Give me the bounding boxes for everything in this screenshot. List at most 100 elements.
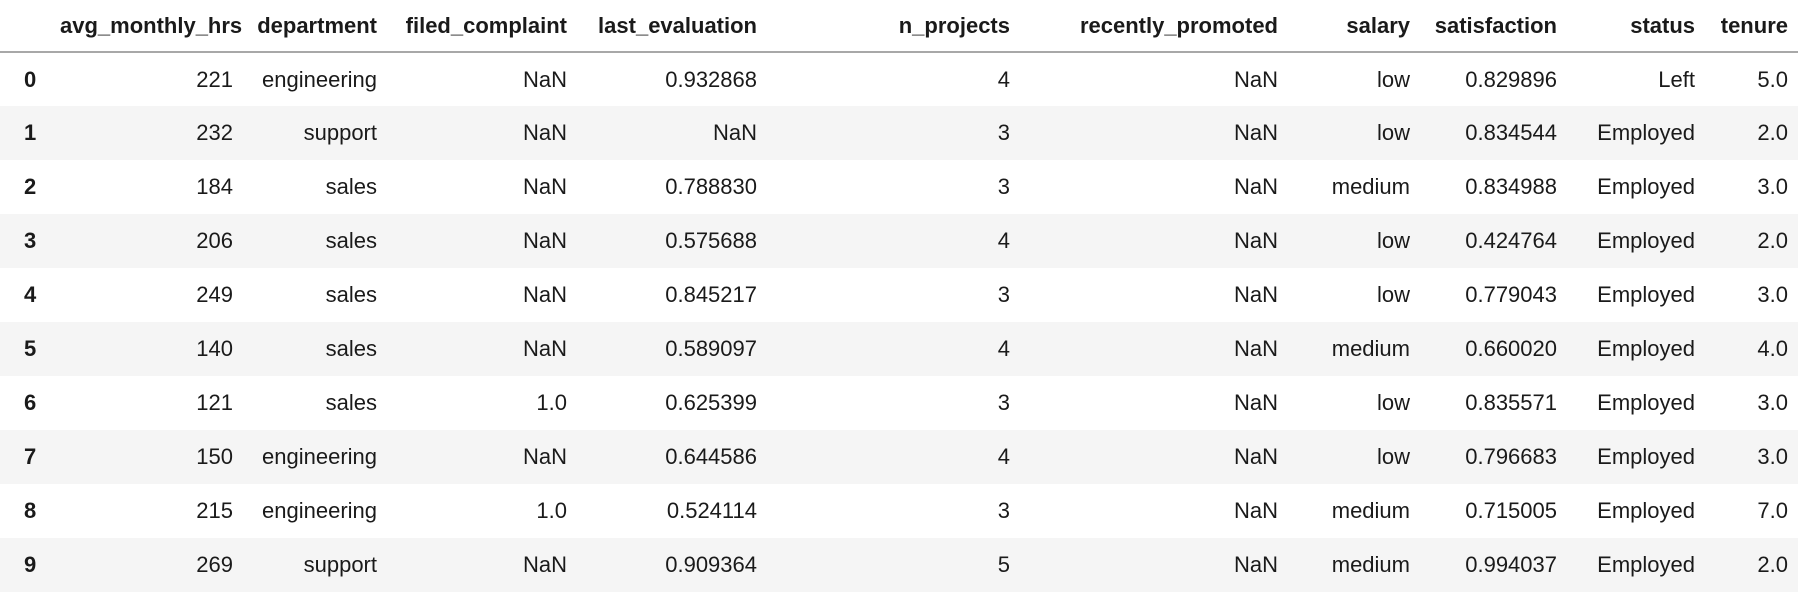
row-index: 9 — [24, 552, 37, 577]
cell-recently_promoted: NaN — [1233, 120, 1278, 145]
cell-n_projects: 3 — [997, 498, 1010, 523]
cell-n_projects: 4 — [997, 228, 1010, 253]
cell-avg_monthly_hrs: 249 — [196, 282, 233, 307]
cell-salary: low — [1376, 390, 1410, 415]
row-index: 2 — [24, 174, 37, 199]
cell-tenure: 3.0 — [1757, 282, 1788, 307]
cell-salary: medium — [1331, 552, 1410, 577]
cell-tenure: 7.0 — [1757, 498, 1788, 523]
column-header-satisfaction: satisfaction — [1410, 0, 1557, 53]
row-index: 8 — [24, 498, 37, 523]
cell-n_projects: 3 — [997, 390, 1010, 415]
header-row: avg_monthly_hrs department filed_complai… — [0, 0, 1798, 53]
cell-filed_complaint: NaN — [522, 552, 567, 577]
cell-satisfaction: 0.834988 — [1465, 174, 1557, 199]
cell-avg_monthly_hrs: 232 — [196, 120, 233, 145]
row-index: 3 — [24, 228, 37, 253]
cell-filed_complaint: 1.0 — [536, 390, 567, 415]
cell-filed_complaint: NaN — [522, 336, 567, 361]
cell-n_projects: 4 — [997, 336, 1010, 361]
cell-recently_promoted: NaN — [1233, 552, 1278, 577]
cell-filed_complaint: 1.0 — [536, 498, 567, 523]
cell-salary: low — [1376, 444, 1410, 469]
cell-recently_promoted: NaN — [1233, 390, 1278, 415]
cell-avg_monthly_hrs: 221 — [196, 66, 233, 92]
cell-recently_promoted: NaN — [1233, 498, 1278, 523]
cell-filed_complaint: NaN — [522, 444, 567, 469]
cell-avg_monthly_hrs: 121 — [196, 390, 233, 415]
row-index: 4 — [24, 282, 37, 307]
cell-tenure: 4.0 — [1757, 336, 1788, 361]
cell-salary: low — [1376, 120, 1410, 145]
table-row: 8 215 engineering 1.0 0.524114 3 NaN medium 0.71… — [0, 484, 1798, 538]
cell-avg_monthly_hrs: 206 — [196, 228, 233, 253]
cell-salary: medium — [1331, 336, 1410, 361]
cell-status: Employed — [1597, 228, 1695, 253]
cell-status: Employed — [1597, 174, 1695, 199]
column-header-salary: salary — [1278, 0, 1410, 53]
column-header-tenure: tenure — [1695, 0, 1798, 53]
cell-filed_complaint: NaN — [522, 66, 567, 92]
cell-tenure: 5.0 — [1757, 66, 1788, 92]
cell-avg_monthly_hrs: 215 — [196, 498, 233, 523]
cell-last_evaluation: NaN — [712, 120, 757, 145]
cell-satisfaction: 0.779043 — [1465, 282, 1557, 307]
cell-tenure: 2.0 — [1757, 552, 1788, 577]
cell-tenure: 2.0 — [1757, 228, 1788, 253]
cell-salary: low — [1376, 282, 1410, 307]
cell-tenure: 3.0 — [1757, 174, 1788, 199]
table-row: 1 232 support NaN NaN 3 NaN low 0.834544 Employed… — [0, 106, 1798, 160]
cell-tenure: 3.0 — [1757, 444, 1788, 469]
cell-last_evaluation: 0.932868 — [665, 66, 757, 92]
cell-last_evaluation: 0.909364 — [665, 552, 757, 577]
column-header-filed_complaint: filed_complaint — [377, 0, 567, 53]
index-column-header — [0, 0, 60, 53]
column-header-status: status — [1557, 0, 1695, 53]
cell-filed_complaint: NaN — [522, 174, 567, 199]
cell-satisfaction: 0.994037 — [1465, 552, 1557, 577]
cell-recently_promoted: NaN — [1233, 282, 1278, 307]
column-header-n_projects: n_projects — [757, 0, 1010, 53]
cell-recently_promoted: NaN — [1233, 174, 1278, 199]
table-row: 0 221 engineering NaN 0.932868 4 NaN low 0.82989… — [0, 52, 1798, 106]
cell-satisfaction: 0.796683 — [1465, 444, 1557, 469]
cell-n_projects: 3 — [997, 282, 1010, 307]
cell-department: sales — [325, 390, 377, 415]
cell-avg_monthly_hrs: 140 — [196, 336, 233, 361]
cell-satisfaction: 0.834544 — [1465, 120, 1557, 145]
cell-salary: low — [1376, 66, 1410, 92]
row-index: 7 — [24, 444, 37, 469]
table-row: 2 184 sales NaN 0.788830 3 NaN medium 0.834988 Em… — [0, 160, 1798, 214]
cell-avg_monthly_hrs: 269 — [196, 552, 233, 577]
cell-salary: low — [1376, 228, 1410, 253]
table-row: 5 140 sales NaN 0.589097 4 NaN medium 0.660020 Em… — [0, 322, 1798, 376]
cell-n_projects: 3 — [997, 120, 1010, 145]
cell-department: support — [303, 552, 377, 577]
cell-department: support — [303, 120, 377, 145]
cell-department: engineering — [262, 498, 377, 523]
cell-n_projects: 4 — [997, 66, 1010, 92]
cell-recently_promoted: NaN — [1233, 66, 1278, 92]
row-index: 6 — [24, 390, 37, 415]
cell-department: sales — [325, 282, 377, 307]
cell-salary: medium — [1331, 174, 1410, 199]
cell-filed_complaint: NaN — [522, 282, 567, 307]
cell-salary: medium — [1331, 498, 1410, 523]
row-index: 1 — [24, 120, 37, 145]
cell-satisfaction: 0.829896 — [1465, 66, 1557, 92]
row-index: 0 — [24, 66, 37, 92]
cell-status: Employed — [1597, 390, 1695, 415]
cell-recently_promoted: NaN — [1233, 228, 1278, 253]
cell-satisfaction: 0.424764 — [1465, 228, 1557, 253]
cell-status: Employed — [1597, 552, 1695, 577]
table-row: 9 269 support NaN 0.909364 5 NaN medium 0.994037… — [0, 538, 1798, 592]
cell-last_evaluation: 0.575688 — [665, 228, 757, 253]
dataframe-output: avg_monthly_hrs department filed_complai… — [0, 0, 1798, 592]
cell-n_projects: 3 — [997, 174, 1010, 199]
cell-last_evaluation: 0.845217 — [665, 282, 757, 307]
dataframe-table: avg_monthly_hrs department filed_complai… — [0, 0, 1798, 592]
cell-last_evaluation: 0.589097 — [665, 336, 757, 361]
cell-n_projects: 5 — [997, 552, 1010, 577]
cell-status: Employed — [1597, 336, 1695, 361]
